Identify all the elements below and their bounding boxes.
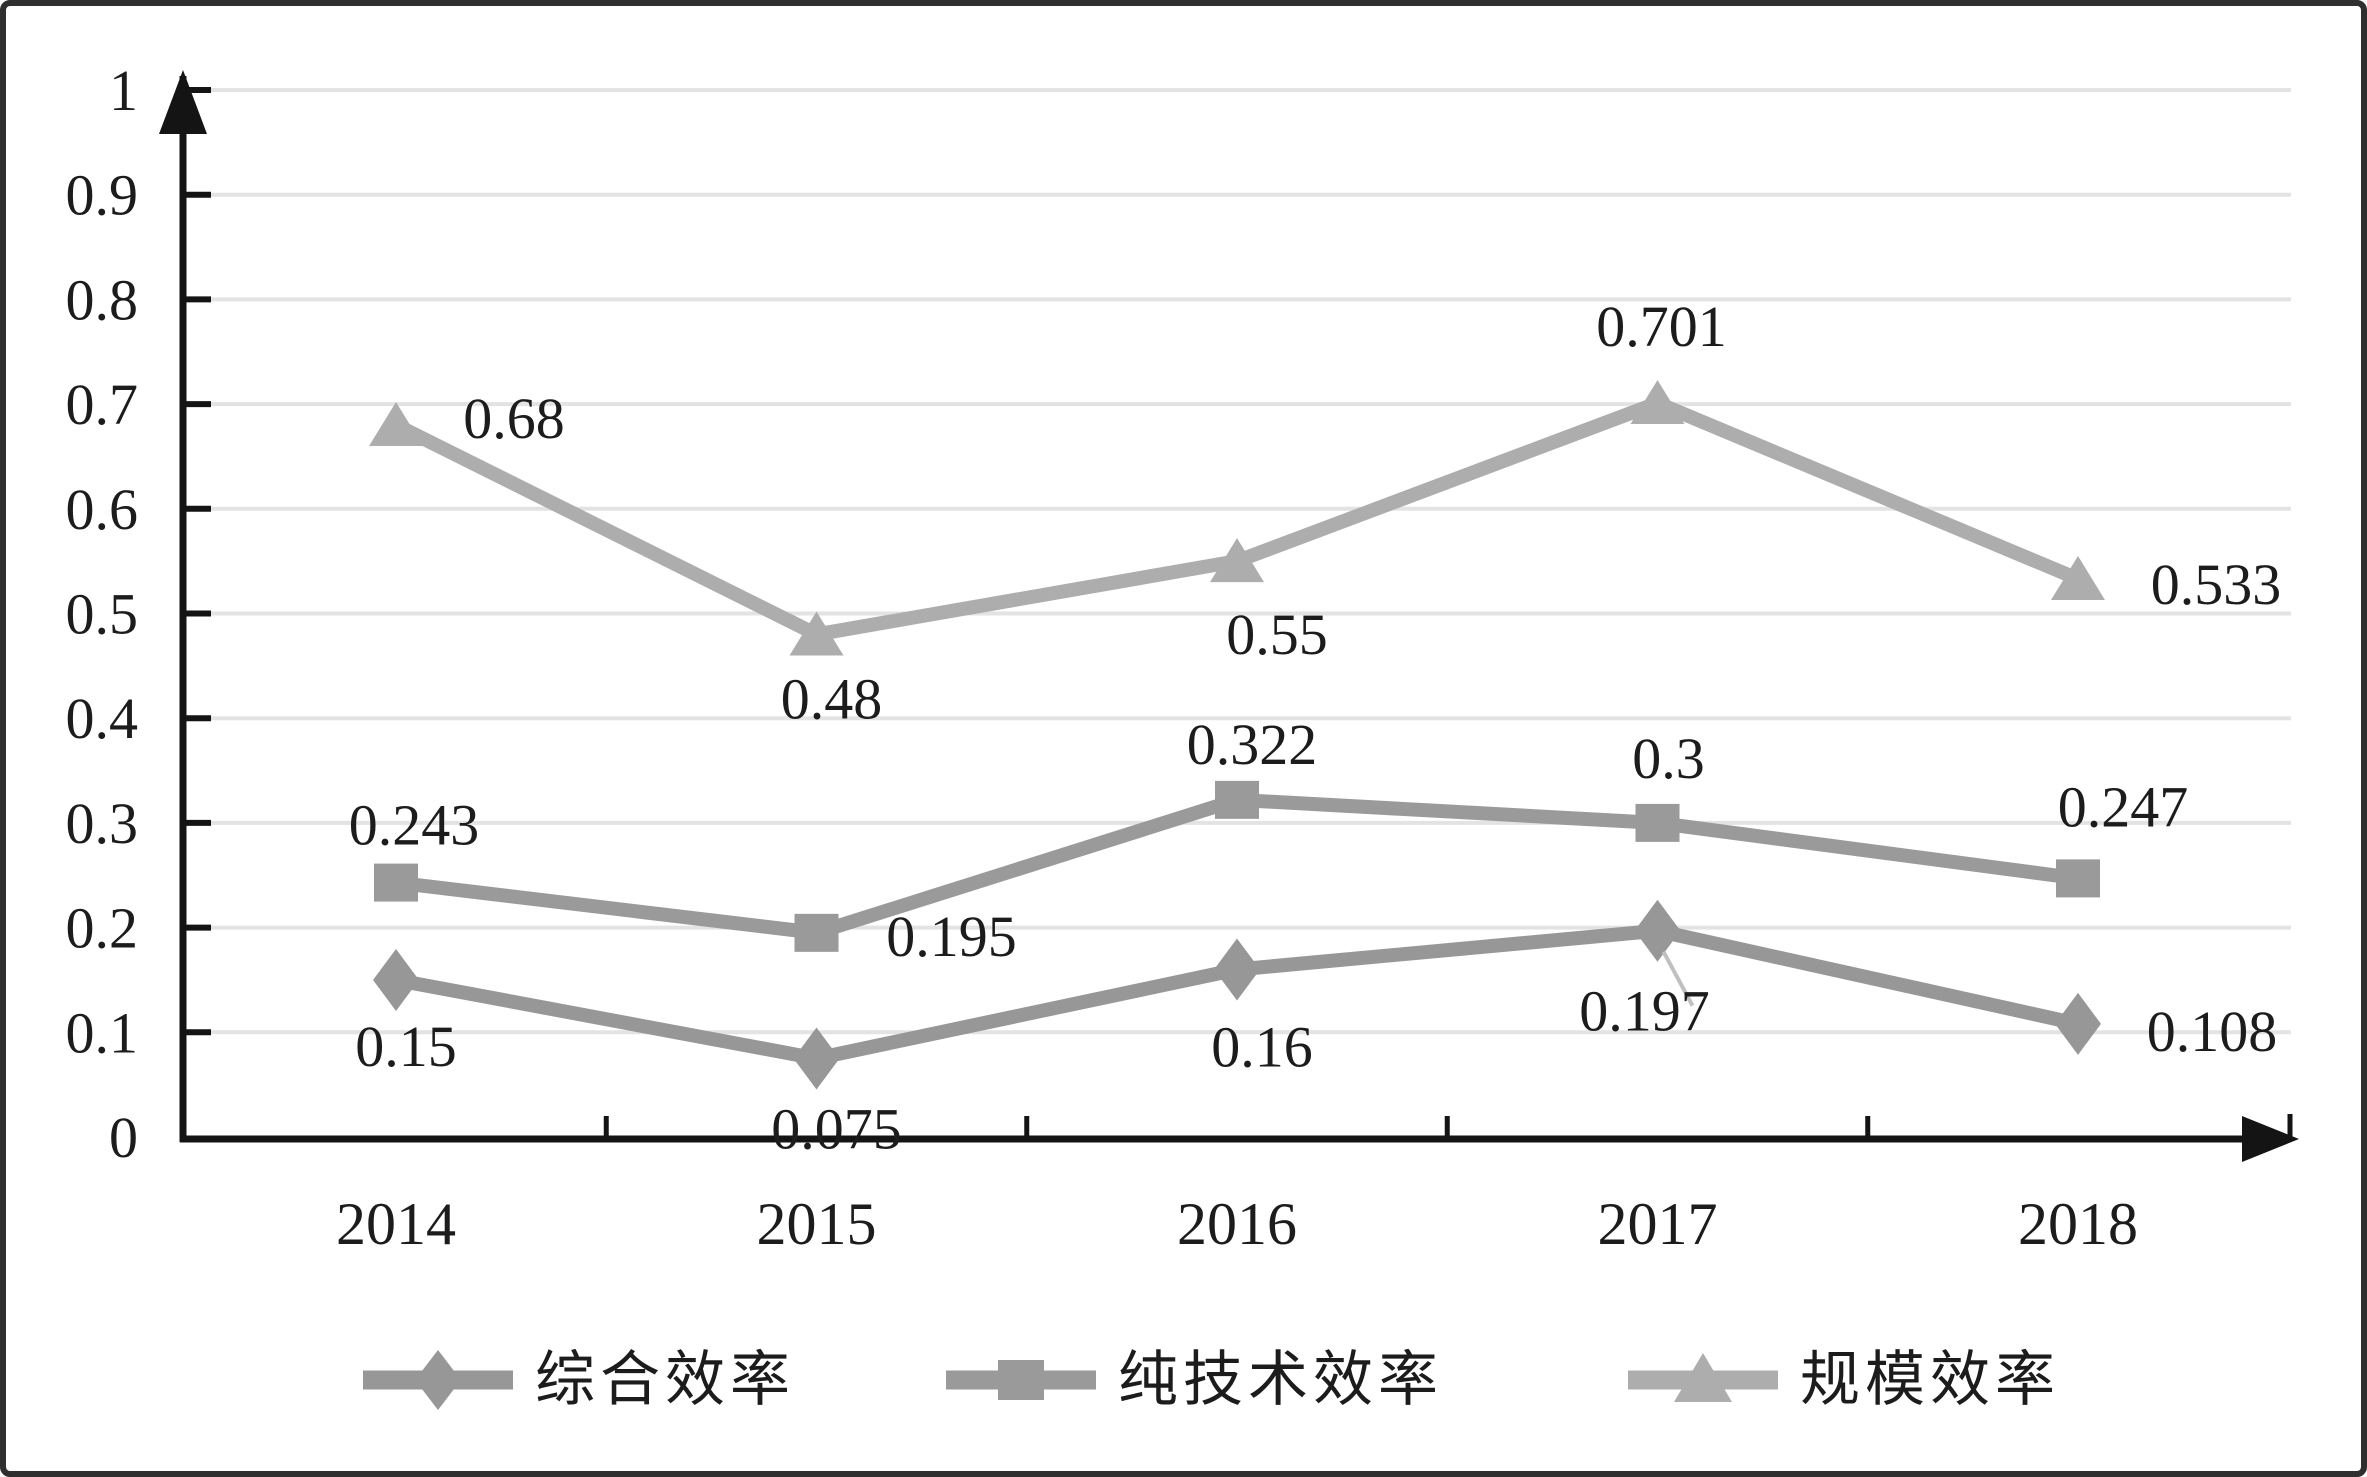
x-axis-category-label: 2015: [757, 1191, 877, 1257]
x-axis-category-label: 2018: [2018, 1191, 2138, 1257]
series-line-2: [392, 395, 2081, 642]
diamond-data-point-marker: [1634, 899, 1681, 962]
data-label: 0.322: [1187, 712, 1318, 777]
data-label: 0.243: [349, 793, 480, 858]
y-axis-tick-label: 0.5: [66, 582, 139, 647]
triangle-data-point-marker: [369, 402, 423, 447]
y-axis-tick-label: 0.3: [66, 791, 139, 856]
y-axis-tick-label: 1: [109, 58, 138, 123]
legend-item-2: 规模效率: [1628, 1340, 2060, 1420]
data-label: 0.3: [1632, 726, 1705, 791]
x-axis-arrow-icon: [2242, 1116, 2299, 1162]
data-label: 0.15: [355, 1014, 457, 1079]
legend-label: 综合效率: [535, 1347, 795, 1413]
y-axis-tick-label: 0.6: [66, 477, 139, 542]
x-axis-category-label: 2017: [1598, 1191, 1718, 1257]
data-label: 0.68: [463, 386, 565, 451]
data-label: 0.108: [2147, 999, 2278, 1064]
y-axis-arrow-icon: [159, 70, 207, 134]
diamond-legend-marker-icon: [363, 1350, 513, 1410]
data-label: 0.195: [886, 904, 1017, 969]
y-axis-tick-label: 0.7: [66, 372, 139, 437]
diamond-data-point-marker: [793, 1027, 840, 1090]
data-label: 0.48: [781, 666, 883, 731]
legend-label: 纯技术效率: [1118, 1347, 1443, 1413]
data-label: 0.197: [1579, 979, 1710, 1044]
line-chart-plot-area: 0 0.1 0.2 0.3 0.4 0.5 0.6 0.7 0.8 0.9 1 2014 2015 201…: [66, 58, 2299, 1257]
square-legend-marker-icon: [946, 1360, 1096, 1400]
legend-item-0: 综合效率: [363, 1340, 795, 1420]
data-label: 0.075: [771, 1096, 902, 1161]
triangle-legend-marker-icon: [1628, 1353, 1778, 1402]
series-line-1: [395, 792, 2079, 940]
y-axis-tick-label: 0.1: [66, 1000, 139, 1065]
diamond-data-point-marker: [1214, 938, 1260, 1001]
y-axis-tick-label: 0: [109, 1105, 138, 1170]
diamond-data-point-marker: [2055, 992, 2101, 1055]
data-label: 0.533: [2151, 552, 2282, 617]
y-axis-tick-label: 0.8: [66, 267, 139, 332]
x-axis-category-label: 2016: [1177, 1191, 1297, 1257]
square-data-point-marker: [1635, 803, 1680, 842]
data-label: 0.247: [2058, 774, 2189, 839]
diamond-data-point-marker: [373, 948, 419, 1011]
square-data-point-marker: [794, 913, 839, 952]
square-data-point-marker: [2056, 859, 2100, 898]
data-label: 0.55: [1226, 602, 1328, 667]
data-label: 0.701: [1596, 294, 1727, 359]
data-label: 0.16: [1211, 1014, 1313, 1079]
label-leader-line: [1661, 950, 1695, 1007]
square-data-point-marker: [1215, 780, 1259, 819]
triangle-data-point-marker: [1630, 380, 1685, 425]
legend-label: 规模效率: [1800, 1347, 2060, 1413]
y-axis-tick-label: 0.4: [66, 686, 139, 751]
legend-item-1: 纯技术效率: [946, 1340, 1443, 1420]
triangle-data-point-marker: [1210, 538, 1264, 583]
triangle-data-point-marker: [789, 611, 844, 656]
y-axis-tick-label: 0.2: [66, 896, 139, 961]
y-axis-tick-label: 0.9: [66, 163, 139, 228]
x-axis-category-label: 2014: [336, 1191, 456, 1257]
triangle-data-point-marker: [2051, 555, 2105, 600]
square-data-point-marker: [374, 863, 418, 902]
